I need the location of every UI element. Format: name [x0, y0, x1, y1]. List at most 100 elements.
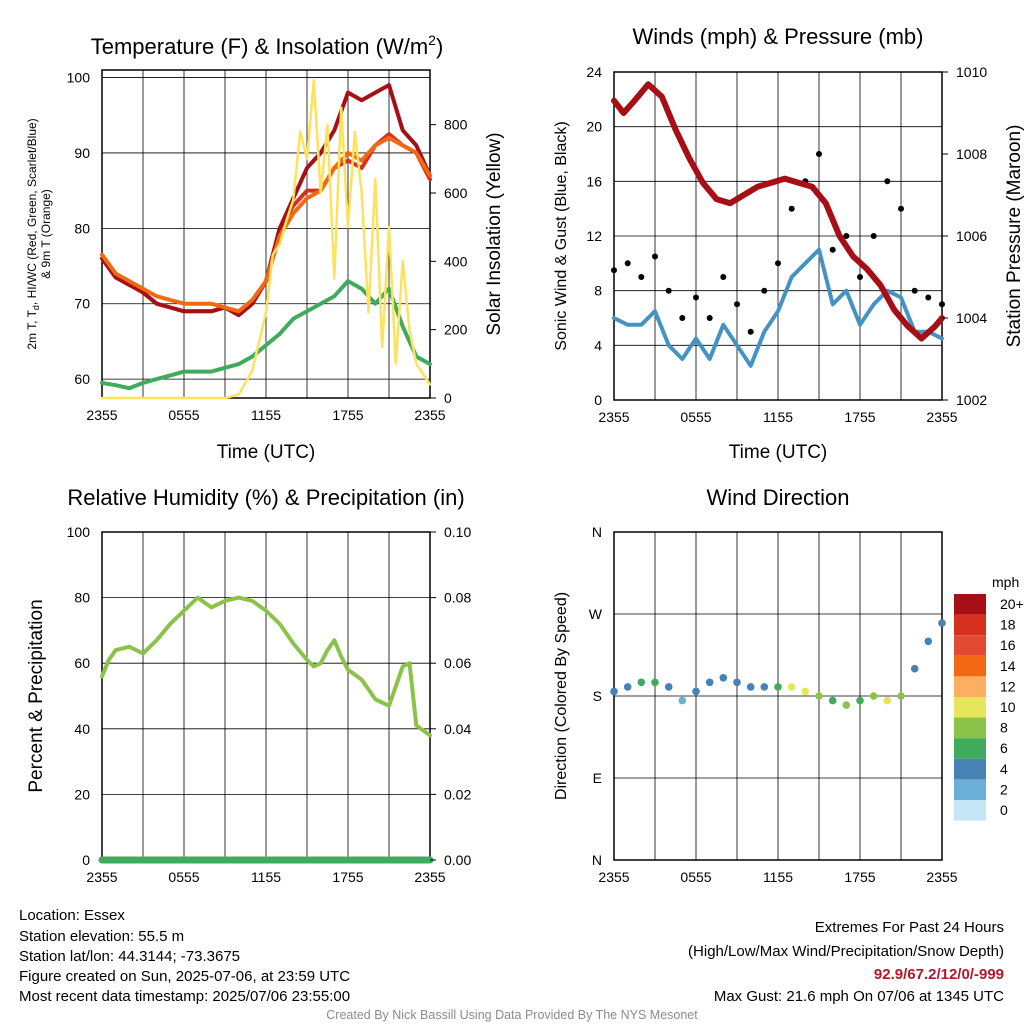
direction-point — [828, 696, 837, 705]
gust-point — [679, 315, 686, 321]
gust-point — [693, 294, 699, 301]
y-tick-label: W — [589, 606, 603, 622]
gust-point — [652, 253, 658, 260]
winds-ylabel: Sonic Wind & Gust (Blue, Black) — [553, 121, 570, 350]
gust-point — [761, 287, 768, 294]
temp-ylabel: 2m T, Td, HI/WC (Red, Green, Scarlet/Blu… — [25, 118, 41, 349]
y-tick-label: S — [593, 688, 602, 704]
colorbar-swatch — [954, 738, 986, 759]
x-tick-label: 1155 — [251, 407, 281, 423]
y2-tick-label: 0.02 — [444, 786, 471, 802]
y2-tick-label: 0.00 — [444, 852, 471, 868]
y2-tick-label: 0 — [444, 390, 452, 406]
direction-point — [623, 683, 632, 691]
direction-point — [787, 683, 796, 691]
gust-point — [939, 301, 945, 308]
y2-tick-label: 400 — [444, 253, 468, 269]
direction-point — [774, 683, 782, 691]
panel-temperature: Temperature (F) & Insolation (W/m2) 2355… — [25, 32, 505, 463]
gust-point — [843, 233, 850, 239]
x-tick-label: 1755 — [844, 869, 875, 885]
y-tick-label: 60 — [74, 371, 90, 387]
y-tick-label: 12 — [586, 228, 602, 244]
wdir-ylabel: Direction (Colored By Speed) — [553, 592, 570, 800]
temp-series — [100, 79, 432, 400]
direction-point — [651, 678, 659, 687]
direction-point — [910, 664, 919, 673]
x-tick-label: 1155 — [763, 869, 793, 885]
series-line-9m-t — [100, 135, 432, 314]
info-location: Location: Essex — [19, 907, 125, 924]
y2-tick-label: 800 — [444, 117, 468, 133]
max-gust: Max Gust: 21.6 mph On 07/06 at 1345 UTC — [713, 988, 1004, 1005]
y-tick-label: 16 — [586, 173, 602, 189]
panel-wind-direction: Wind Direction 2355 0555 1155 1755 2355NESWN… — [553, 485, 1024, 885]
gust-point — [911, 287, 918, 294]
y-tick-label: 8 — [594, 283, 602, 299]
winds-series — [611, 81, 945, 368]
series-line-insolation — [100, 79, 432, 400]
colorbar-label: 2 — [1000, 781, 1008, 797]
pressure-line — [611, 81, 945, 342]
y2-tick-label: 1004 — [956, 310, 987, 326]
winds-ticks: 2355 0555 1155 1755 235504812162024100210041… — [586, 64, 987, 425]
credit-line: Created By Nick Bassill Using Data Provi… — [326, 1008, 698, 1022]
gust-point — [898, 205, 904, 212]
x-tick-label: 1755 — [844, 409, 875, 425]
gust-point — [816, 151, 822, 157]
y2-tick-label: 600 — [444, 185, 468, 201]
x-tick-label: 0555 — [680, 409, 711, 425]
direction-point — [678, 696, 687, 705]
temp-title: Temperature (F) & Insolation (W/m2) — [91, 32, 444, 59]
y-tick-label: 20 — [586, 119, 602, 135]
direction-point — [692, 687, 700, 696]
gust-point — [829, 246, 836, 253]
direction-point — [637, 678, 646, 687]
gust-point — [638, 274, 645, 280]
y2-tick-label: 1006 — [956, 228, 987, 244]
x-tick-label: 0555 — [168, 407, 199, 423]
y-tick-label: 70 — [74, 296, 90, 312]
y-tick-label: 90 — [74, 145, 90, 161]
extremes-title: Extremes For Past 24 Hours — [814, 919, 1004, 936]
rh-grid — [101, 531, 431, 861]
direction-point — [842, 701, 851, 709]
colorbar-label: 6 — [1000, 740, 1008, 756]
colorbar-swatch — [954, 614, 986, 636]
gust-point — [706, 315, 713, 321]
colorbar-swatch — [954, 697, 986, 718]
colorbar-label: 8 — [1000, 720, 1008, 736]
direction-point — [746, 683, 755, 691]
x-tick-label: 2355 — [926, 409, 957, 425]
direction-point — [705, 678, 714, 687]
gust-point — [611, 267, 617, 274]
colorbar-label: 20+ — [1000, 596, 1024, 612]
x-tick-label: 1155 — [763, 409, 793, 425]
y-tick-label: 80 — [74, 590, 90, 606]
winds-ylabel-right: Station Pressure (Maroon) — [1004, 125, 1024, 348]
winds-title: Winds (mph) & Pressure (mb) — [633, 24, 924, 49]
temp-ticks: 2355 0555 1155 1755 2355 60 70 80 90 100 0 200 400 60… — [67, 70, 468, 423]
direction-point — [856, 696, 864, 705]
x-tick-label: 2355 — [86, 869, 117, 885]
gust-point — [720, 274, 727, 280]
direction-point — [815, 692, 823, 700]
rh-line — [100, 595, 432, 738]
y-tick-label: 24 — [586, 64, 602, 80]
x-tick-label: 2355 — [926, 869, 957, 885]
gust-point — [747, 328, 754, 335]
info-created: Figure created on Sun, 2025-07-06, at 23… — [19, 968, 351, 985]
temp-grid — [101, 70, 431, 398]
direction-point — [664, 683, 673, 691]
y-tick-label: N — [592, 524, 602, 540]
gust-point — [775, 260, 781, 267]
rh-title: Relative Humidity (%) & Precipitation (i… — [67, 485, 464, 510]
colorbar-swatch — [954, 800, 986, 821]
wdir-series — [610, 619, 946, 709]
y-tick-label: 0 — [82, 852, 90, 868]
direction-point — [610, 687, 618, 696]
y2-tick-label: 0.06 — [444, 655, 471, 671]
direction-point — [760, 683, 769, 691]
